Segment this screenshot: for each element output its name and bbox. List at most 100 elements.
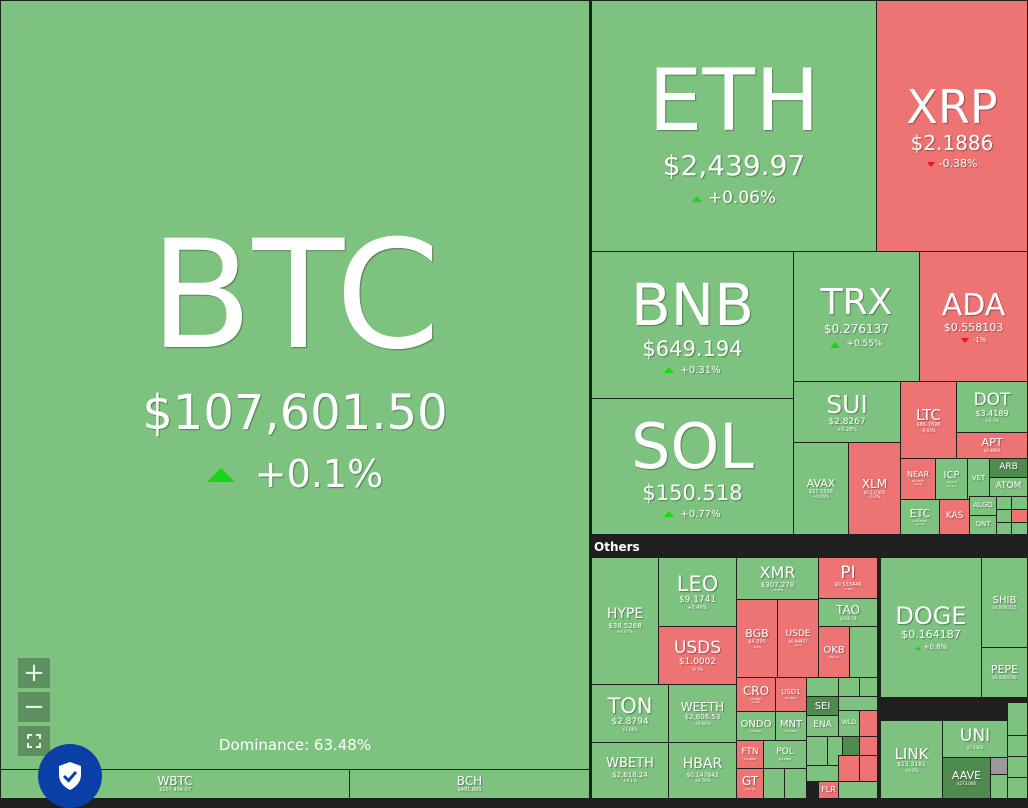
tile-dot[interactable]: DOT $3.4189 +0.3% (956, 381, 1028, 433)
tile-symbol: VET (971, 474, 986, 483)
tile-flr[interactable]: FLR (818, 781, 839, 799)
tile-near[interactable]: NEAR $2.1290 -0.5% (900, 458, 936, 500)
tile-pol[interactable]: POL $0.1800 (763, 740, 807, 769)
tile-small[interactable] (806, 765, 839, 782)
tile-small[interactable] (838, 755, 860, 782)
tile-sol[interactable]: SOL $150.518 +0.77% (591, 398, 794, 535)
tile-leo[interactable]: LEO $9.1741 +0.46% (658, 557, 737, 627)
privacy-shield-button[interactable] (38, 744, 102, 808)
tile-symbol: SHIB (992, 594, 1017, 606)
tile-small[interactable] (806, 736, 828, 766)
tile-small[interactable] (1011, 509, 1028, 523)
tile-mnt[interactable]: MNT $0.5920 (775, 711, 807, 741)
tile-usde[interactable]: USDE $0.99927 -0.1% (777, 599, 819, 678)
tile-atom[interactable]: ATOM (989, 477, 1028, 497)
tile-small[interactable] (859, 710, 878, 737)
tile-small[interactable] (806, 677, 839, 697)
tile-uni[interactable]: UNI $7.2360 (942, 720, 1008, 758)
tile-etc[interactable]: ETC $16.4700 +0.1% (900, 499, 940, 535)
tile-change: +0.55% (830, 339, 883, 350)
tile-change: -0.3% (868, 494, 881, 500)
tile-wld[interactable]: WLD (838, 710, 860, 737)
tile-small[interactable] (1011, 522, 1028, 535)
tile-cro[interactable]: CRO $0.0862 -0.5% (736, 677, 776, 712)
tile-small[interactable] (996, 496, 1012, 510)
tile-usd1[interactable]: USD1 $1.0003 (775, 677, 807, 712)
tile-small[interactable] (849, 626, 878, 678)
tile-avax[interactable]: AVAX $17.5538 +0.05% (793, 442, 849, 535)
tile-change: -0.4% (752, 644, 762, 649)
tile-symbol: USDS (673, 638, 722, 659)
tile-hype[interactable]: HYPE $38.5268 +4.07% (591, 557, 659, 685)
tile-xmr[interactable]: XMR $307.278 +0.05% (736, 557, 819, 600)
tile-bgb[interactable]: BGB $4.595 -0.4% (736, 599, 778, 678)
tile-small[interactable] (838, 696, 878, 711)
tile-ondo[interactable]: ONDO $0.7629 (736, 711, 776, 741)
tile-aave[interactable]: AAVE $273.086 (942, 757, 991, 799)
tile-change: +0.46% (687, 604, 708, 611)
tile-small[interactable] (842, 736, 860, 756)
tile-link[interactable]: LINK $13.3181 +0.3% (880, 720, 943, 799)
tile-sui[interactable]: SUI $2.8267 +0.28% (793, 381, 901, 443)
tile-small[interactable] (996, 509, 1012, 523)
tile-doge[interactable]: DOGE $0.164187 +0.8% (880, 557, 982, 698)
tile-shib[interactable]: SHIB $0.0000115 (981, 557, 1028, 648)
arrow-up-icon (206, 467, 235, 482)
tile-tao[interactable]: TAO $318.78 (818, 598, 878, 627)
tile-icp[interactable]: ICP $4.878 +0.1% (935, 458, 968, 500)
tile-small[interactable] (990, 774, 1008, 799)
tile-small[interactable] (859, 677, 878, 697)
tile-small[interactable] (1007, 777, 1028, 799)
tile-ltc[interactable]: LTC $86.7698 -0.03% (900, 381, 957, 459)
zoom-in-button[interactable]: + (18, 658, 50, 688)
tile-change: -0.03% (921, 427, 936, 433)
tile-bch[interactable]: BCH $491.800 (349, 769, 590, 799)
tile-xrp[interactable]: XRP $2.1886 -0.38% (876, 0, 1028, 252)
tile-change: +0.1% (206, 453, 383, 496)
tile-small[interactable] (996, 522, 1012, 535)
tile-small[interactable] (1007, 702, 1028, 736)
tile-pepe[interactable]: PEPE $0.0000100 (981, 647, 1028, 698)
tile-kas[interactable]: KAS (939, 499, 970, 535)
tile-ada[interactable]: ADA $0.558103 -1% (919, 251, 1028, 382)
tile-small[interactable] (859, 736, 878, 756)
tile-vet[interactable]: VET (967, 458, 990, 500)
tile-gt[interactable]: GT $16.10 (736, 768, 764, 799)
tile-price: $2,606.53 (684, 713, 721, 722)
tile-usds[interactable]: USDS $1.0002 -0.7% (658, 626, 737, 685)
tile-pi[interactable]: PI $0.533446 -1.6% (818, 557, 878, 599)
zoom-out-button[interactable]: − (18, 692, 50, 722)
tile-small[interactable] (859, 755, 878, 782)
tile-arb[interactable]: ARB (989, 458, 1028, 478)
tile-weeth[interactable]: WEETH $2,606.53 +0.06% (668, 684, 737, 743)
tile-bnb[interactable]: BNB $649.194 +0.31% (591, 251, 794, 399)
tile-price: $0.5920 (784, 728, 798, 733)
tile-small[interactable] (838, 677, 860, 697)
tile-apt[interactable]: APT $4.8680 (956, 432, 1028, 459)
fullscreen-button[interactable] (18, 726, 50, 756)
tile-small[interactable] (1007, 756, 1028, 778)
tile-ton[interactable]: TON $2.8794 +1.06% (591, 684, 669, 743)
tile-btc[interactable]: BTC $107,601.50 +0.1% (0, 0, 590, 770)
tile-eth[interactable]: ETH $2,439.97 +0.06% (591, 0, 877, 252)
tile-wbeth[interactable]: WBETH $2,618.24 +0.1% (591, 742, 669, 799)
tile-small[interactable] (1011, 496, 1028, 510)
tile-ftn[interactable]: FTN $4.0660 (736, 740, 764, 769)
tile-small[interactable] (763, 768, 785, 799)
tile-xlm[interactable]: XLM $0.237465 -0.3% (848, 442, 901, 535)
tile-symbol: APT (981, 436, 1003, 450)
tile-symbol: BTC (149, 209, 441, 384)
tile-price: $0.0862 (749, 696, 763, 701)
tile-algo[interactable]: ALGO (969, 496, 997, 516)
tile-okb[interactable]: OKB $52.12 (818, 626, 850, 678)
tile-small[interactable] (1007, 735, 1028, 757)
tile-price: $0.237465 (863, 489, 886, 495)
tile-trx[interactable]: TRX $0.276137 +0.55% (793, 251, 920, 382)
tile-small[interactable] (990, 757, 1008, 775)
tile-qnt[interactable]: QNT (969, 515, 997, 535)
tile-ena[interactable]: ENA (806, 715, 839, 737)
tile-hbar[interactable]: HBAR $0.147842 +0.79% (668, 742, 737, 799)
tile-small[interactable] (838, 781, 878, 799)
tile-small[interactable] (784, 768, 807, 799)
tile-sei[interactable]: SEI (806, 696, 839, 716)
